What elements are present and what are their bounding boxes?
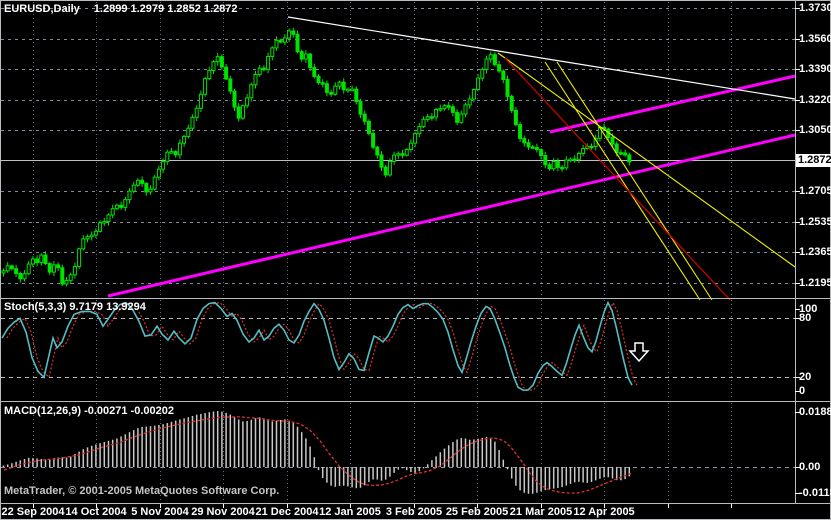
date-label: 25 Feb 2005 bbox=[445, 506, 509, 518]
macd-tick-label: -0.01185 bbox=[799, 487, 831, 499]
price-tick-label: 1.2195 bbox=[799, 277, 831, 289]
price-tick-label: 1.3220 bbox=[799, 94, 831, 106]
current-price-label: 1.2872 bbox=[796, 154, 831, 167]
date-label: 14 Oct 2004 bbox=[65, 506, 127, 518]
price-tick-label: 1.3050 bbox=[799, 124, 831, 136]
symbol-period-label: EURUSD,Daily bbox=[4, 3, 80, 15]
date-label: 3 Feb 2005 bbox=[385, 506, 443, 518]
stoch-tick-label: 0 bbox=[799, 385, 806, 397]
price-tick-label: 1.2705 bbox=[799, 185, 831, 197]
price-tick-label: 1.3560 bbox=[799, 33, 831, 45]
price-tick-label: 1.2535 bbox=[799, 216, 831, 228]
watermark: MetaTrader, © 2001-2005 MetaQuotes Softw… bbox=[4, 485, 280, 497]
date-label: 5 Nov 2004 bbox=[131, 506, 189, 518]
date-label: 12 Apr 2005 bbox=[573, 506, 635, 518]
stoch-tick-label: 80 bbox=[799, 312, 812, 324]
price-tick-label: 1.3730 bbox=[799, 2, 831, 14]
price-tick-label: 1.3390 bbox=[799, 63, 831, 75]
chart-title: EURUSD,Daily 1.2899 1.2979 1.2852 1.2872 bbox=[4, 3, 238, 15]
macd-tick-label: 0.01883 bbox=[799, 406, 831, 418]
macd-indicator-label: MACD(12,26,9) -0.00271 -0.00202 bbox=[4, 405, 174, 417]
price-tick-label: 1.2365 bbox=[799, 246, 831, 258]
stoch-tick-label: 20 bbox=[799, 371, 812, 383]
date-label: 22 Sep 2004 bbox=[1, 506, 65, 518]
down-arrow[interactable] bbox=[628, 342, 650, 363]
date-label: 29 Nov 2004 bbox=[191, 506, 255, 518]
stoch-indicator-label: Stoch(5,3,3) 9.7179 13.9294 bbox=[4, 301, 146, 313]
date-label: 21 Mar 2005 bbox=[509, 506, 573, 518]
macd-tick-label: 0.00 bbox=[799, 461, 821, 473]
date-label: 21 Dec 2004 bbox=[255, 506, 319, 518]
ohlc-values: 1.2899 1.2979 1.2852 1.2872 bbox=[93, 3, 238, 15]
date-label: 12 Jan 2005 bbox=[319, 506, 381, 518]
stoch-tick-label: 100 bbox=[799, 303, 818, 315]
